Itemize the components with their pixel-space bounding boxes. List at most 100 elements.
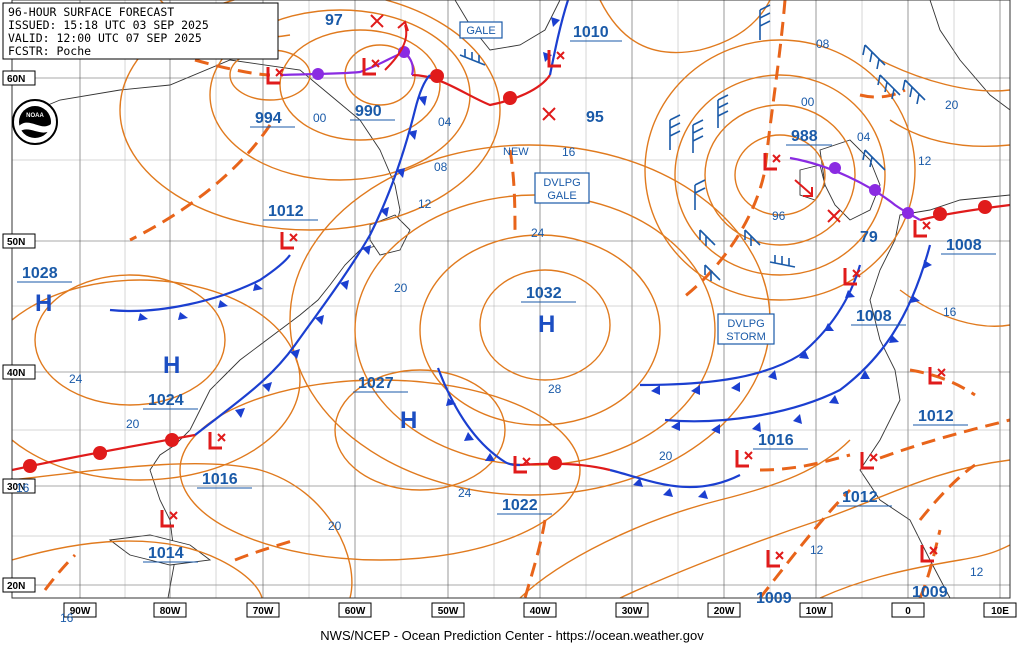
pressure-label: 1027: [358, 375, 394, 392]
isobar-label: 12: [418, 197, 432, 211]
pressure-label: 1009: [756, 590, 792, 607]
wind-barb: [699, 229, 716, 246]
low-symbol-1016-east: [735, 450, 753, 468]
pressure-label: 1016: [758, 432, 794, 449]
header-title: 96-HOUR SURFACE FORECAST: [8, 5, 174, 19]
warm-front-symbol: [548, 456, 562, 470]
pressure-label: 1032: [526, 285, 562, 302]
isobar: [419, 234, 661, 426]
header-issued: ISSUED: 15:18 UTC 03 SEP 2025: [8, 18, 209, 32]
lon-label-0: 0: [905, 606, 911, 617]
pressure-label: 1014: [148, 545, 184, 562]
isobar-label: 08: [816, 37, 830, 51]
cold-front-symbol: [418, 96, 427, 106]
occluded-front-symbol: [902, 207, 914, 219]
wind-barb: [877, 74, 901, 100]
trough: [859, 88, 906, 99]
header-valid: VALID: 12:00 UTC 07 SEP 2025: [8, 31, 202, 45]
warm-front-bumps: [23, 69, 992, 473]
wind-barbs: [459, 4, 926, 281]
wind-barb: [769, 255, 796, 268]
wind-barb: [902, 79, 926, 105]
low-symbol-988: [763, 153, 781, 171]
cold-front-symbol: [752, 422, 761, 432]
lon-label-50w: 50W: [438, 606, 459, 617]
isobar: [734, 134, 826, 216]
isobar-label: 12: [970, 565, 984, 579]
isobar-label: 28: [548, 382, 562, 396]
cold-front-symbol: [691, 385, 700, 395]
wind-barb: [669, 114, 681, 150]
position-markers: [370, 14, 841, 223]
cold-front-symbol: [290, 349, 300, 359]
isobar-label: 20: [126, 417, 140, 431]
cold-front-symbol: [651, 385, 660, 395]
wind-barb: [862, 149, 886, 171]
pressure-label: 1008: [856, 308, 892, 325]
svg-text:NOAA: NOAA: [26, 113, 44, 119]
movement-arrow-head: [397, 20, 409, 32]
cold-front-symbol: [253, 283, 263, 291]
lon-label-10w: 10W: [806, 606, 827, 617]
warm-front-symbol: [165, 433, 179, 447]
forecast-header: 96-HOUR SURFACE FORECAST ISSUED: 15:18 U…: [2, 2, 279, 60]
warm-front-symbol: [23, 459, 37, 473]
low-symbol-1009-east: [920, 545, 938, 563]
new-warning-label: NEW: [503, 146, 529, 158]
trough: [129, 124, 272, 242]
warm-front: [919, 203, 1010, 222]
cold-front-symbol: [340, 280, 349, 290]
cold-front-symbol: [768, 370, 777, 380]
isobar: [34, 274, 226, 406]
low-symbol-1010: [547, 50, 565, 68]
low-symbols: [160, 50, 946, 568]
lon-label-20w: 20W: [714, 606, 735, 617]
isobar: [179, 379, 581, 561]
isobar: [119, 0, 501, 231]
warm-front-symbol: [933, 207, 947, 221]
lon-label-80w: 80W: [160, 606, 181, 617]
pressure-label: 1009: [912, 584, 948, 601]
iceland-coast: [929, 0, 1010, 111]
pressure-label: 1012: [842, 489, 878, 506]
occluded-front-symbol: [312, 68, 324, 80]
previous-position-marker: [542, 107, 556, 121]
isobar-label: 20: [394, 281, 408, 295]
low-symbol-1012-west: [280, 232, 298, 250]
pressure-label: 1016: [202, 471, 238, 488]
developing-storm-label-line1: DVLPG: [727, 318, 764, 330]
low-symbol-1008-mid: [843, 268, 861, 286]
credit-line: NWS/NCEP - Ocean Prediction Center - htt…: [320, 628, 704, 643]
pressure-label: 1012: [918, 408, 954, 425]
pressure-label: 1012: [268, 203, 304, 220]
isobar: [12, 279, 301, 481]
pressure-label: 994: [255, 110, 282, 127]
isobar: [674, 74, 886, 276]
lat-label-20n: 20N: [7, 581, 25, 592]
warm-front-symbol: [430, 69, 444, 83]
pressure-label: 1028: [22, 265, 58, 282]
cold-front-symbol: [711, 424, 720, 434]
low-symbol-1014: [160, 510, 178, 528]
isobar-label: 24: [69, 372, 83, 386]
lon-label-60w: 60W: [345, 606, 366, 617]
isobar-label: 16: [60, 611, 74, 625]
lon-label-30w: 30W: [622, 606, 643, 617]
wind-barb: [759, 4, 771, 40]
trough: [508, 149, 517, 236]
graticule: [12, 0, 1010, 598]
high-symbol: H: [35, 290, 52, 317]
developing-gale-box: [534, 172, 590, 204]
low-symbol-990: [362, 58, 380, 76]
warm-front: [519, 462, 611, 472]
trough: [758, 488, 852, 598]
warm-front-symbol: [93, 446, 107, 460]
lon-label-10e: 10E: [991, 606, 1009, 617]
cold-front-symbol: [218, 300, 228, 308]
isobar: [704, 104, 856, 246]
lat-label-40n: 40N: [7, 368, 25, 379]
cold-front: [609, 468, 741, 489]
longitude-labels: 90W 80W 70W 60W 50W 40W 30W 20W 10W 0 10…: [63, 602, 1017, 618]
cold-front-symbol: [663, 488, 673, 497]
wind-barb: [694, 179, 706, 210]
